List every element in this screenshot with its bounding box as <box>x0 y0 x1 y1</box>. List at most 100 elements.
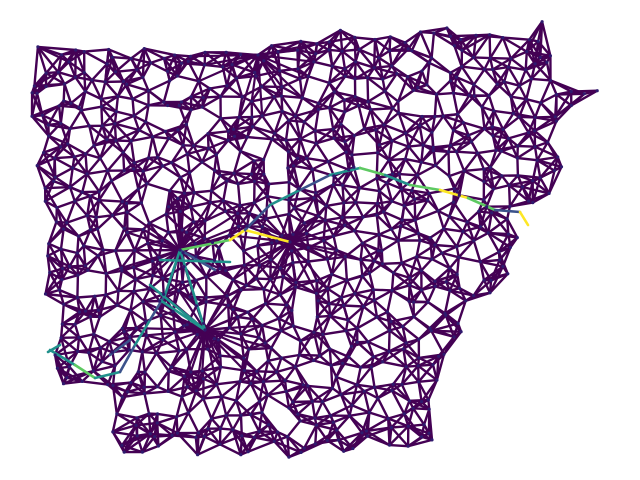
dot-icon <box>492 109 496 113</box>
graph-edge <box>58 288 65 306</box>
dot-icon <box>183 374 187 379</box>
dot-icon <box>302 221 306 225</box>
dot-icon <box>242 263 246 267</box>
graph-edge <box>377 227 393 236</box>
graph-edge <box>489 56 510 69</box>
dot-icon <box>391 106 395 110</box>
dot-icon <box>159 313 163 318</box>
graph-edge <box>114 139 133 143</box>
graph-edge <box>203 324 264 332</box>
graph-edge <box>388 425 410 447</box>
graph-edge <box>344 60 357 78</box>
graph-edge <box>210 414 228 420</box>
graph-edge <box>141 444 160 454</box>
graph-edge <box>113 114 136 125</box>
dot-icon <box>55 206 59 210</box>
graph-edge <box>264 217 284 237</box>
graph-edge <box>98 304 119 319</box>
dot-icon <box>249 413 253 417</box>
graph-edge <box>474 34 505 39</box>
graph-edge <box>178 248 229 298</box>
graph-edge <box>129 47 146 60</box>
dot-icon <box>327 106 331 110</box>
graph-edge <box>487 231 512 249</box>
graph-edge <box>256 53 283 98</box>
graph-edge <box>314 129 318 145</box>
dot-icon <box>204 275 208 279</box>
graph-edge <box>328 64 334 85</box>
graph-edge <box>232 171 240 186</box>
dot-icon <box>178 248 182 252</box>
graph-edge <box>482 166 492 183</box>
graph-edge <box>133 228 145 252</box>
dot-icon <box>74 48 78 52</box>
dot-icon <box>419 269 423 273</box>
graph-edge <box>120 269 137 281</box>
dot-icon <box>197 79 201 83</box>
graph-edge <box>189 79 200 98</box>
dot-icon <box>390 139 394 143</box>
dot-icon <box>359 365 363 369</box>
highlighted-edge <box>328 166 362 177</box>
dot-icon <box>404 131 408 135</box>
dot-icon <box>168 79 172 83</box>
graph-edge <box>192 191 212 204</box>
graph-edge <box>344 327 359 332</box>
graph-edge <box>104 62 109 84</box>
graph-edge <box>141 228 164 242</box>
graph-edge <box>344 75 369 79</box>
graph-edge <box>332 414 351 424</box>
graph-edge <box>189 95 204 109</box>
dot-icon <box>268 277 272 281</box>
graph-edge <box>178 95 193 107</box>
graph-edge <box>250 95 276 103</box>
graph-edge <box>263 329 283 345</box>
dot-icon <box>388 35 392 39</box>
dot-icon <box>491 134 495 138</box>
dot-icon <box>367 410 371 415</box>
graph-edge <box>187 389 198 414</box>
graph-edge <box>114 231 129 252</box>
graph-edge <box>156 156 173 164</box>
dot-icon <box>330 64 334 68</box>
graph-edge <box>501 36 528 53</box>
graph-edge <box>516 174 542 179</box>
graph-edge <box>218 443 243 456</box>
graph-edge <box>76 269 90 277</box>
graph-edge <box>299 120 306 141</box>
graph-edge <box>179 176 186 195</box>
dot-icon <box>177 289 181 293</box>
graph-edge <box>117 269 124 292</box>
dot-icon <box>327 40 331 44</box>
graph-edge <box>305 156 330 163</box>
graph-edge <box>129 370 147 384</box>
dot-icon <box>82 244 86 248</box>
dot-icon <box>181 251 185 255</box>
graph-edge <box>141 334 148 354</box>
highlighted-edge <box>243 228 292 244</box>
graph-edge <box>44 185 72 203</box>
graph-edge <box>326 421 335 442</box>
graph-edge <box>195 328 207 392</box>
graph-edge <box>388 325 404 332</box>
dot-icon <box>472 94 476 98</box>
dot-icon <box>194 389 198 393</box>
dot-icon <box>366 100 370 104</box>
graph-edge <box>283 379 305 386</box>
dot-icon <box>390 288 394 292</box>
dot-icon <box>419 160 423 164</box>
graph-edge <box>147 156 164 168</box>
dot-icon <box>413 197 417 201</box>
graph-edge <box>65 214 89 224</box>
graph-edge <box>95 198 101 219</box>
dot-icon <box>269 258 273 262</box>
graph-edge <box>402 338 420 351</box>
dot-icon <box>194 278 198 282</box>
dot-icon <box>141 75 145 79</box>
dot-icon <box>511 111 515 116</box>
graph-edge <box>77 333 96 339</box>
graph-edge <box>192 132 210 147</box>
graph-edge <box>278 69 283 89</box>
dot-icon <box>182 324 186 328</box>
graph-edge <box>390 425 410 429</box>
